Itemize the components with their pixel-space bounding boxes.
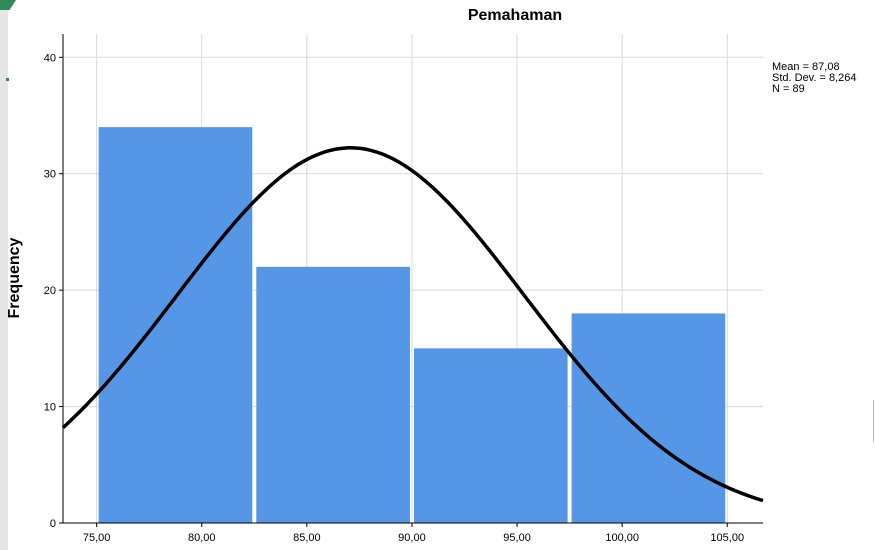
stat-mean: Mean = 87,08: [772, 61, 840, 73]
right-edge-mark: [873, 400, 874, 442]
chart-title: Pemahaman: [467, 7, 563, 24]
y-tick-label: 30: [44, 169, 56, 181]
axes: [59, 34, 763, 527]
histogram-bar: [413, 348, 568, 523]
normal-distribution-curve: [61, 146, 764, 503]
y-tick-labels: 0 10 20 30 40: [44, 52, 56, 530]
stat-n: N = 89: [772, 83, 805, 95]
corner-flag-icon: [0, 0, 16, 10]
stat-std-dev: Std. Dev. = 8,264: [772, 72, 857, 84]
y-tick-label: 0: [50, 518, 56, 530]
x-tick-label: 105,00: [710, 532, 744, 544]
x-tick-label: 80,00: [188, 532, 216, 544]
left-panel-edge: [0, 0, 8, 550]
x-tick-label: 75,00: [83, 532, 111, 544]
y-tick-label: 40: [44, 52, 56, 64]
x-tick-label: 100,00: [605, 532, 639, 544]
x-tick-label: 85,00: [293, 532, 321, 544]
x-tick-label: 90,00: [398, 532, 426, 544]
x-tick-label: 95,00: [503, 532, 531, 544]
y-tick-label: 10: [44, 402, 56, 414]
histogram-bar: [571, 313, 726, 523]
histogram-bars: [98, 127, 726, 524]
histogram-bar: [256, 266, 410, 523]
corner-mark-icon: [6, 78, 9, 81]
y-tick-label: 20: [44, 285, 56, 297]
x-tick-labels: 75,00 80,00 85,00 90,00 95,00 100,00 105,00: [83, 532, 744, 544]
histogram-bar: [98, 127, 253, 524]
stats-legend: Mean = 87,08 Std. Dev. = 8,264 N = 89: [772, 62, 857, 95]
normal-curve: [61, 146, 764, 503]
